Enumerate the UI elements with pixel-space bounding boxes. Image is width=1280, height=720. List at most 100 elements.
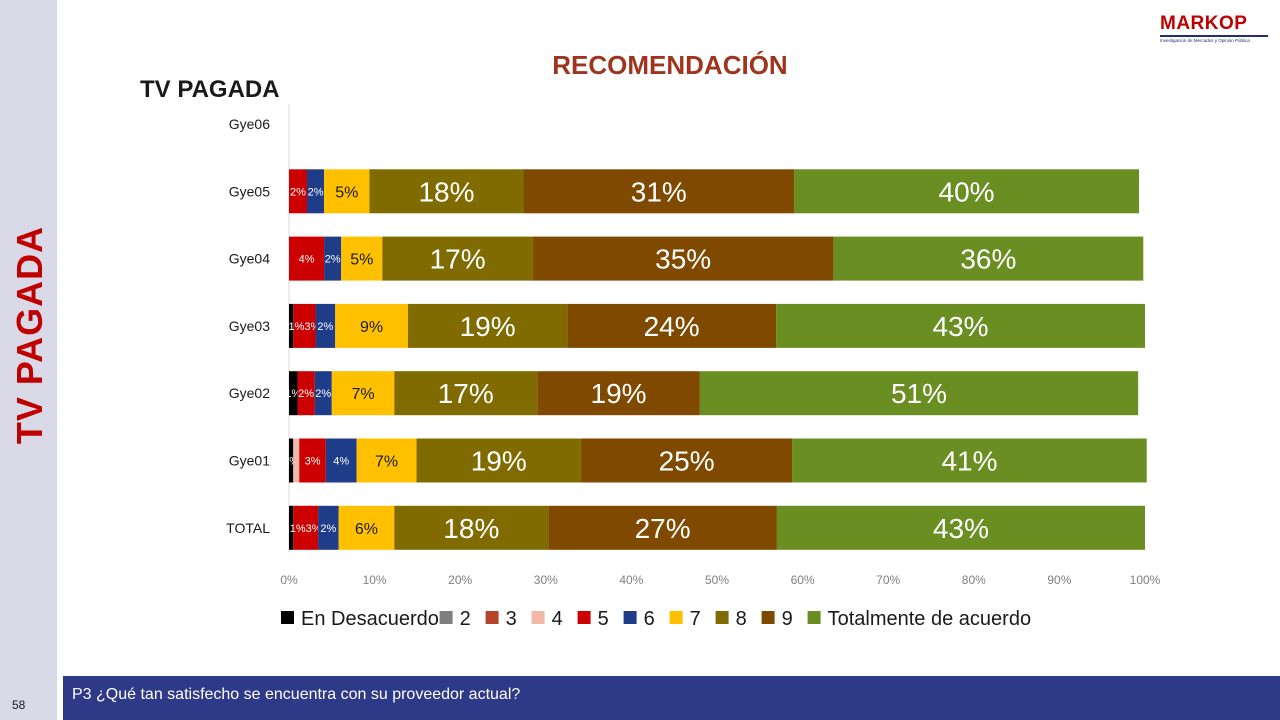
- bar-segment: [567, 303, 777, 348]
- markop-logo: MARKOP Investigación de Mercados y Opini…: [1160, 14, 1268, 44]
- x-tick-label: 40%: [619, 573, 643, 587]
- legend-label: 2: [460, 608, 471, 630]
- data-label: 7%: [375, 454, 398, 471]
- bar-segment: [776, 303, 1145, 348]
- bar-segment: [794, 169, 1140, 214]
- legend-swatch: [485, 611, 499, 624]
- bar-segment: [699, 371, 1139, 416]
- legend-label: 6: [644, 608, 655, 630]
- bar-segment: [341, 236, 383, 281]
- logo-name: MARKOP: [1160, 13, 1248, 34]
- bar-segment: [293, 438, 300, 483]
- data-label: 2%: [290, 186, 306, 198]
- bar-segment: [289, 371, 298, 416]
- data-label: 18%: [418, 176, 474, 207]
- data-label: 4%: [333, 456, 349, 468]
- legend-swatch: [669, 611, 683, 624]
- legend-swatch: [577, 611, 591, 624]
- x-tick-label: 10%: [363, 573, 387, 587]
- footer-bar: [0, 676, 1280, 720]
- legend-swatch: [807, 611, 821, 624]
- x-tick-label: 0%: [280, 573, 298, 587]
- bar-segment: [293, 505, 319, 550]
- page-number-box: 58: [0, 676, 57, 720]
- bar-segment: [833, 236, 1144, 281]
- x-tick-label: 90%: [1047, 573, 1071, 587]
- data-label: 31%: [631, 176, 687, 207]
- data-label: 19%: [460, 311, 516, 342]
- x-tick-label: 80%: [962, 573, 986, 587]
- legend-swatch: [531, 611, 545, 624]
- bar-segment: [315, 303, 336, 348]
- bar-segment: [523, 169, 795, 214]
- legend-label: 7: [690, 608, 701, 630]
- legend-swatch: [281, 611, 294, 624]
- category-label: Gye05: [229, 183, 270, 199]
- bar-segment: [335, 303, 408, 348]
- category-label: Gye01: [229, 453, 270, 469]
- data-label: 5%: [350, 252, 373, 269]
- bar-segment: [394, 371, 538, 416]
- category-label: Gye03: [229, 318, 270, 334]
- x-tick-label: 60%: [791, 573, 815, 587]
- data-label: 9%: [360, 319, 383, 336]
- data-label: 40%: [939, 176, 995, 207]
- legend-swatch: [715, 611, 729, 624]
- data-label: 43%: [933, 311, 989, 342]
- data-label: 2%: [298, 388, 314, 400]
- data-label: 2%: [320, 523, 336, 535]
- bar-segment: [416, 438, 581, 483]
- bar-segment: [289, 169, 307, 214]
- data-label: 2%: [308, 186, 324, 198]
- data-label: 36%: [960, 244, 1016, 275]
- chart-subtitle: TV PAGADA: [140, 76, 280, 103]
- x-tick-label: 30%: [534, 573, 558, 587]
- x-tick-label: 20%: [448, 573, 472, 587]
- legend-label: 4: [552, 608, 563, 630]
- bar-segment: [537, 371, 700, 416]
- data-label: 5%: [335, 184, 358, 201]
- data-label: 25%: [659, 446, 715, 477]
- bar-segment: [318, 505, 339, 550]
- data-label: 1%3%: [289, 321, 321, 333]
- data-label: 19%: [591, 378, 647, 409]
- legend-swatch: [623, 611, 637, 624]
- x-tick-label: 100%: [1130, 573, 1161, 587]
- data-label: 41%: [941, 446, 997, 477]
- bar-segment: [325, 438, 357, 483]
- bar-segment: [580, 438, 793, 483]
- data-label: 7%: [351, 386, 374, 403]
- bar-segment: [369, 169, 524, 214]
- legend-label: 3: [506, 608, 517, 630]
- bar-segment: [324, 169, 370, 214]
- category-label: Gye04: [229, 251, 270, 267]
- data-label: 17%: [438, 378, 494, 409]
- data-label: 2%: [325, 254, 341, 266]
- data-label: 19%: [471, 446, 527, 477]
- bar-segment: [338, 505, 395, 550]
- data-label: 17%: [430, 244, 486, 275]
- data-label: 18%: [443, 513, 499, 544]
- data-label: 27%: [635, 513, 691, 544]
- data-label: 51%: [891, 378, 947, 409]
- bar-segment: [407, 303, 568, 348]
- bar-segment: [331, 371, 395, 416]
- data-label: 24%: [644, 311, 700, 342]
- category-label: Gye06: [229, 116, 270, 132]
- footer-divider: [57, 676, 63, 720]
- data-label: 1%: [285, 388, 301, 400]
- bar-segment: [792, 438, 1147, 483]
- bar-segment: [776, 505, 1145, 550]
- data-label: 4%: [299, 254, 315, 266]
- x-tick-label: 50%: [705, 573, 729, 587]
- data-label: 2%: [317, 321, 333, 333]
- bar-segment: [299, 438, 326, 483]
- data-label: 2%: [315, 388, 331, 400]
- bar-segment: [324, 236, 342, 281]
- data-label: 43%: [933, 513, 989, 544]
- data-label: 35%: [655, 244, 711, 275]
- logo-tagline: Investigación de Mercados y Opinión Públ…: [1160, 38, 1250, 43]
- bar-segment: [289, 236, 325, 281]
- legend-label: 5: [598, 608, 609, 630]
